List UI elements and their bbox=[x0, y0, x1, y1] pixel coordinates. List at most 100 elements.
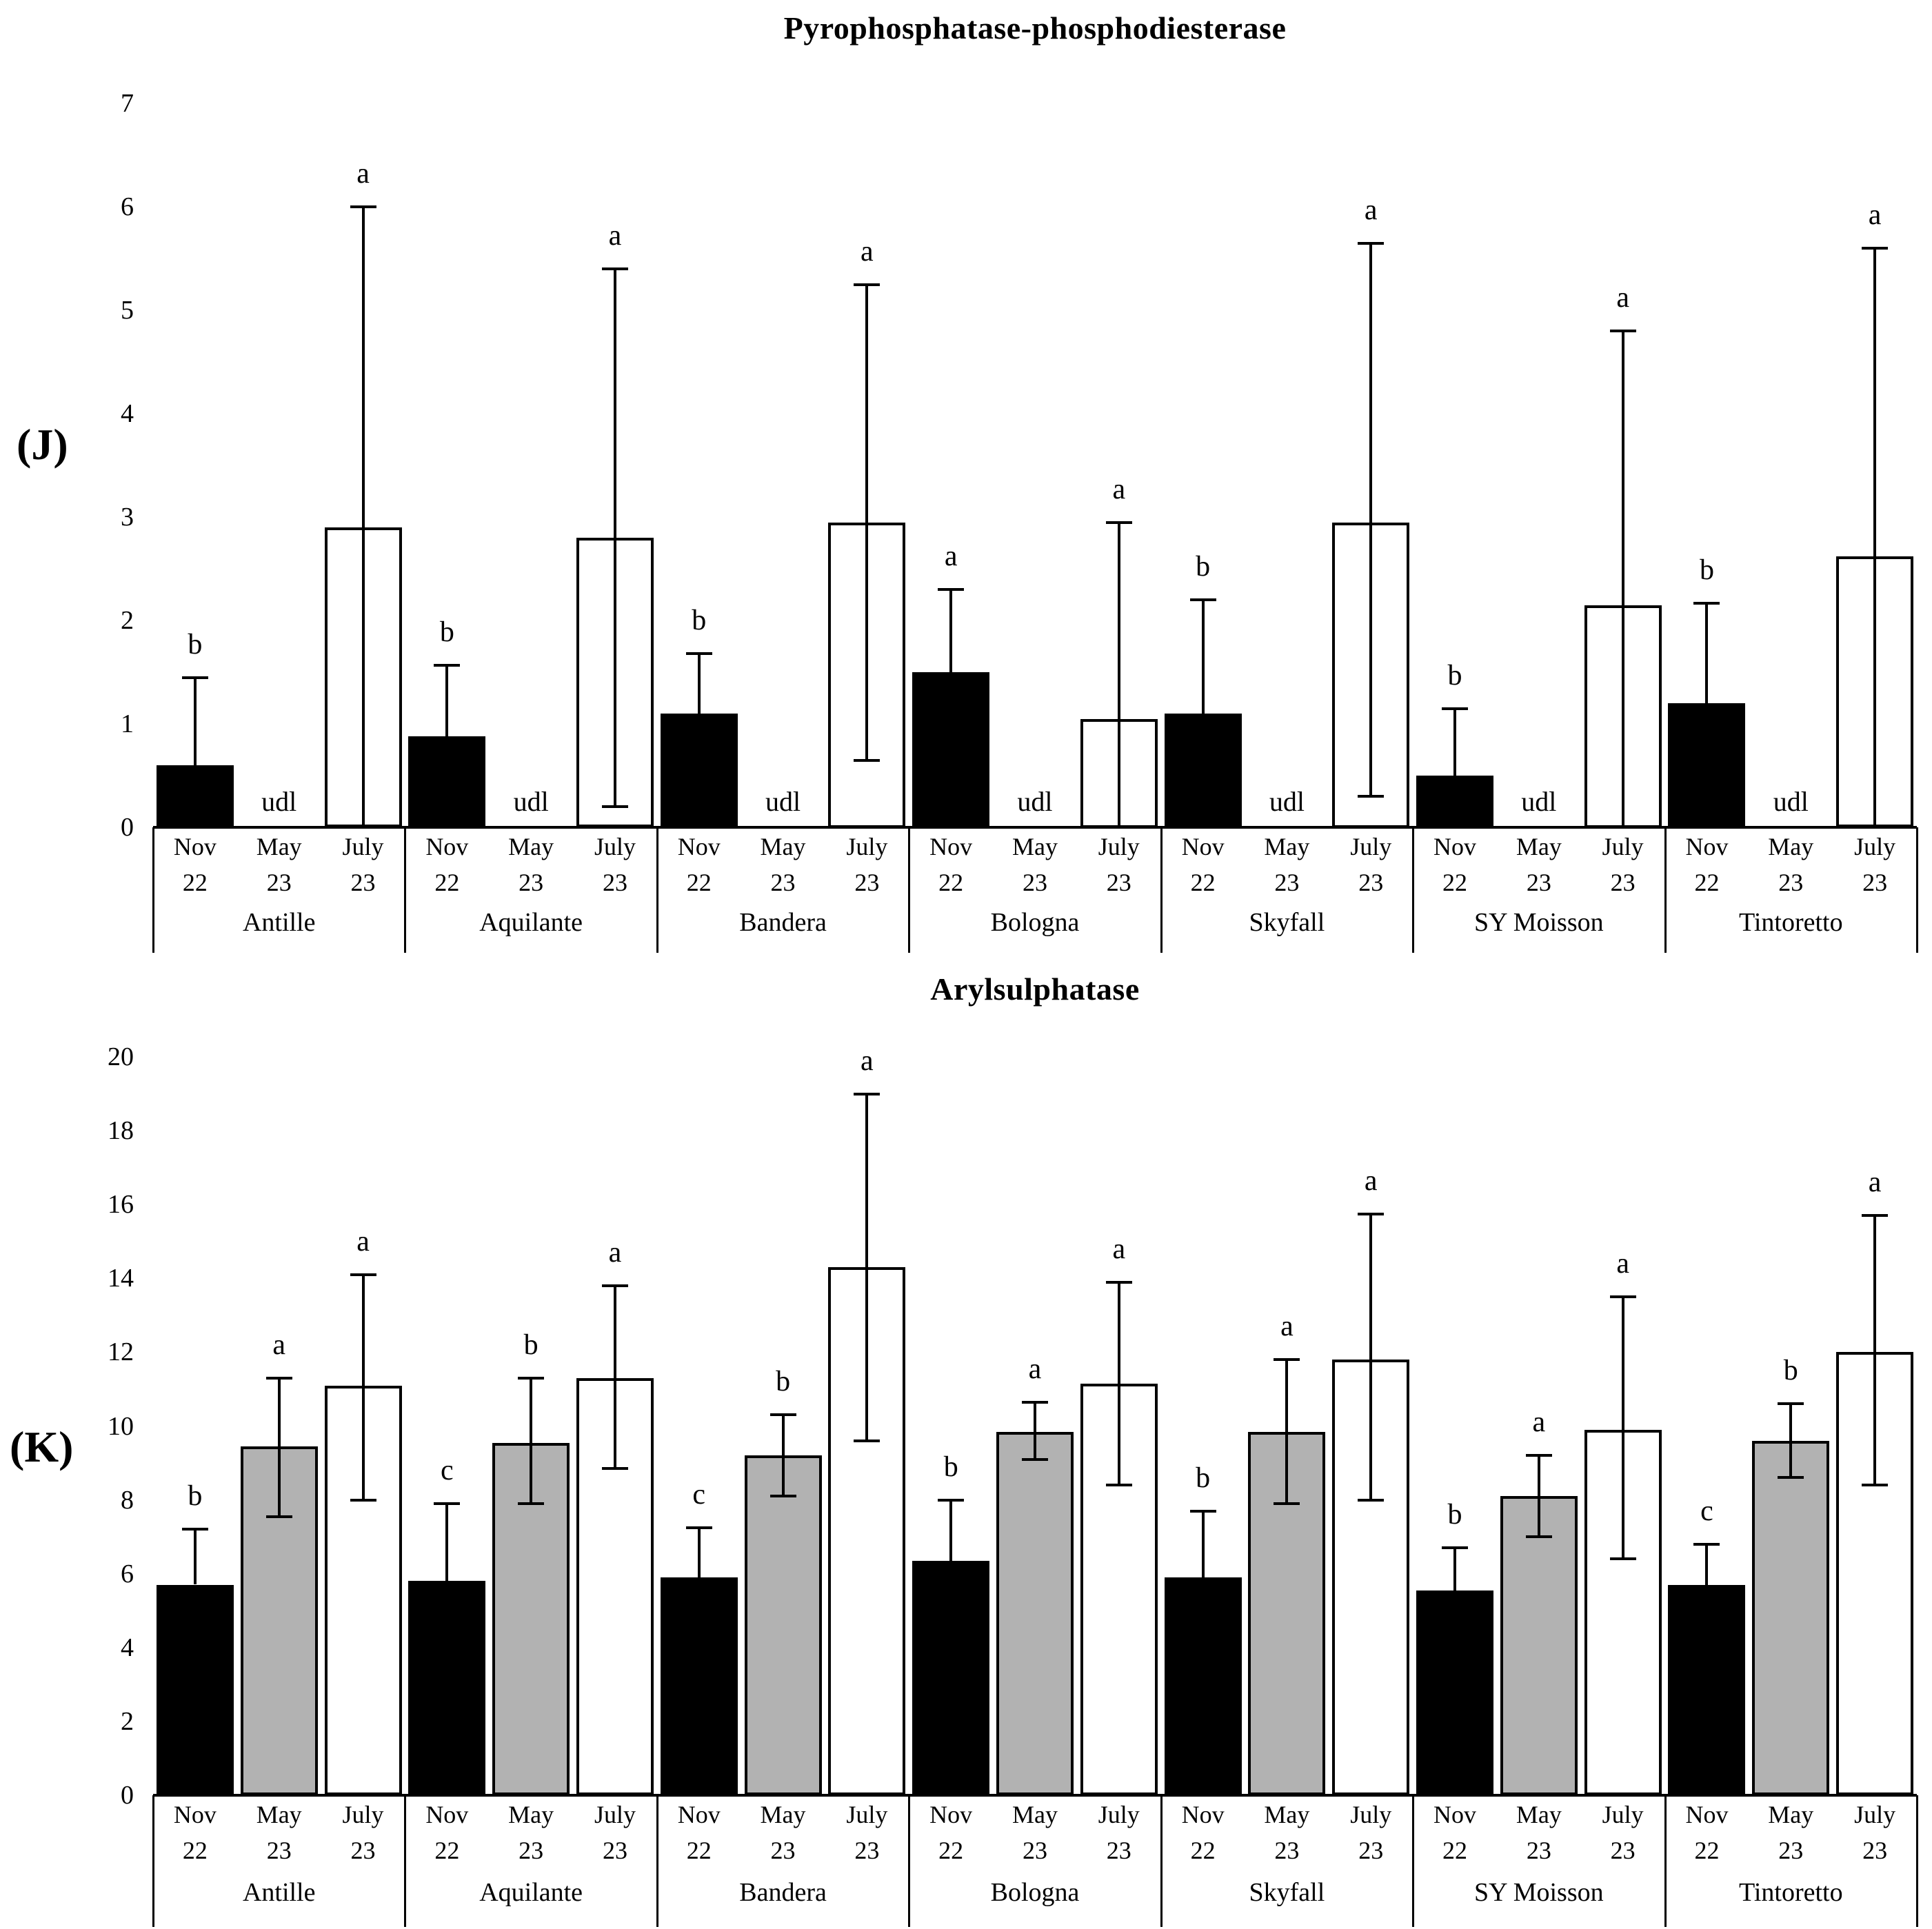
error-bar-cap-top bbox=[1106, 521, 1132, 524]
significance-letter: a bbox=[944, 541, 958, 572]
error-bar-cap-top bbox=[434, 1502, 460, 1505]
significance-letter: a bbox=[1532, 1406, 1546, 1438]
significance-letter: a bbox=[608, 220, 622, 252]
error-bar-cap-bottom bbox=[854, 759, 880, 762]
error-bar-cap-bottom bbox=[1862, 1484, 1888, 1486]
y-tick-label: 2 bbox=[121, 606, 134, 635]
month-year-label: 23 bbox=[1862, 869, 1888, 896]
month-year-label: 22 bbox=[182, 1837, 208, 1864]
error-bar-cap-top bbox=[1358, 242, 1384, 245]
cultivar-label: Bandera bbox=[739, 908, 827, 937]
error-bar-cap-top bbox=[350, 205, 376, 208]
error-bar-line bbox=[445, 665, 448, 737]
category-divider bbox=[1412, 1795, 1414, 1927]
month-year-label: 23 bbox=[350, 1837, 376, 1864]
error-bar-line bbox=[1873, 1215, 1876, 1485]
error-bar-line bbox=[1622, 331, 1624, 827]
udl-label: udl bbox=[1773, 786, 1809, 817]
cultivar-label: Bandera bbox=[739, 1878, 827, 1907]
significance-letter: a bbox=[1364, 194, 1378, 226]
category-divider bbox=[908, 827, 910, 953]
error-bar-cap-bottom bbox=[1358, 1499, 1384, 1502]
month-label: May bbox=[1012, 1801, 1058, 1828]
error-bar-cap-bottom bbox=[1526, 1535, 1552, 1538]
month-year-label: 23 bbox=[770, 869, 796, 896]
cultivar-label: Skyfall bbox=[1249, 908, 1325, 937]
month-year-label: 22 bbox=[1442, 869, 1468, 896]
error-bar-line bbox=[1202, 600, 1205, 714]
error-bar-cap-top bbox=[1862, 1214, 1888, 1217]
error-bar-line bbox=[1453, 1548, 1456, 1590]
month-year-label: 23 bbox=[1022, 869, 1047, 896]
month-label: May bbox=[1264, 1801, 1310, 1828]
error-bar-cap-top bbox=[1190, 598, 1216, 601]
error-bar-cap-bottom bbox=[1778, 1476, 1804, 1479]
month-year-label: 22 bbox=[434, 869, 460, 896]
cultivar-label: SY Moisson bbox=[1474, 908, 1604, 937]
error-bar-cap-top bbox=[1778, 1402, 1804, 1405]
category-divider bbox=[152, 827, 154, 953]
y-tick-label: 4 bbox=[121, 399, 134, 428]
error-bar-cap-top bbox=[518, 1377, 544, 1380]
month-label: July bbox=[1350, 833, 1392, 860]
error-bar-cap-top bbox=[770, 1413, 796, 1416]
error-bar-line bbox=[278, 1378, 281, 1517]
significance-letter: b bbox=[1196, 551, 1211, 583]
bar-antille-nov-22 bbox=[157, 765, 234, 827]
error-bar-line bbox=[530, 1378, 532, 1504]
bar-sy-moisson-nov-22 bbox=[1416, 776, 1493, 827]
error-bar-line bbox=[1705, 1544, 1708, 1585]
error-bar-cap-top bbox=[1442, 707, 1468, 710]
month-year-label: 23 bbox=[854, 869, 880, 896]
y-tick-label: 6 bbox=[121, 192, 134, 221]
error-bar-cap-bottom bbox=[1106, 1484, 1132, 1486]
month-label: May bbox=[508, 1801, 554, 1828]
error-bar-cap-top bbox=[1610, 1295, 1636, 1298]
cultivar-label: Skyfall bbox=[1249, 1878, 1325, 1907]
error-bar-cap-bottom bbox=[518, 1502, 544, 1505]
month-label: Nov bbox=[425, 1801, 469, 1828]
cultivar-label: Aquilante bbox=[479, 908, 583, 937]
y-tick-label: 14 bbox=[108, 1264, 134, 1293]
cultivar-label: Antille bbox=[242, 1878, 316, 1907]
error-bar-cap-bottom bbox=[266, 1515, 292, 1518]
error-bar-line bbox=[865, 1094, 868, 1441]
month-label: July bbox=[1350, 1801, 1392, 1828]
udl-label: udl bbox=[261, 786, 297, 817]
month-year-label: 23 bbox=[1610, 869, 1636, 896]
y-tick-label: 4 bbox=[121, 1633, 134, 1662]
panel-label-k: (K) bbox=[10, 1422, 74, 1471]
error-bar-cap-bottom bbox=[602, 1467, 628, 1470]
y-tick-label: 0 bbox=[121, 1781, 134, 1810]
month-year-label: 23 bbox=[1778, 869, 1804, 896]
error-bar-cap-top bbox=[182, 1528, 208, 1531]
y-tick-label: 1 bbox=[121, 709, 134, 738]
error-bar-cap-top bbox=[1610, 330, 1636, 332]
month-year-label: 23 bbox=[1022, 1837, 1047, 1864]
category-divider bbox=[404, 827, 406, 953]
month-label: July bbox=[342, 833, 384, 860]
error-bar-line bbox=[362, 1275, 365, 1500]
significance-letter: a bbox=[1868, 1167, 1882, 1198]
month-label: Nov bbox=[1685, 1801, 1729, 1828]
error-bar-line bbox=[865, 285, 868, 760]
chart-pyrophosphatase: 0 1 2 3 4 5 6 7 Antille Nov 22 b May 23 udl July 23 a Aqui… bbox=[0, 0, 1932, 958]
month-year-label: 23 bbox=[1526, 1837, 1551, 1864]
significance-letter: c bbox=[1700, 1495, 1713, 1527]
error-bar-cap-bottom bbox=[1022, 1458, 1048, 1461]
y-tick-label: 8 bbox=[121, 1485, 134, 1515]
bar-bandera-nov-22 bbox=[661, 714, 738, 827]
bar-bandera-nov-22 bbox=[661, 1577, 738, 1795]
error-bar-cap-top bbox=[182, 676, 208, 679]
significance-letter: a bbox=[608, 1237, 622, 1269]
error-bar-cap-top bbox=[1022, 1401, 1048, 1404]
month-label: Nov bbox=[929, 1801, 973, 1828]
month-year-label: 23 bbox=[1106, 1837, 1131, 1864]
month-label: May bbox=[1768, 1801, 1814, 1828]
y-tick-label: 16 bbox=[108, 1190, 134, 1220]
bar-sy-moisson-may-23 bbox=[1500, 1496, 1578, 1795]
y-tick-label: 6 bbox=[121, 1559, 134, 1588]
month-year-label: 22 bbox=[1694, 869, 1720, 896]
significance-letter: a bbox=[861, 1045, 874, 1077]
